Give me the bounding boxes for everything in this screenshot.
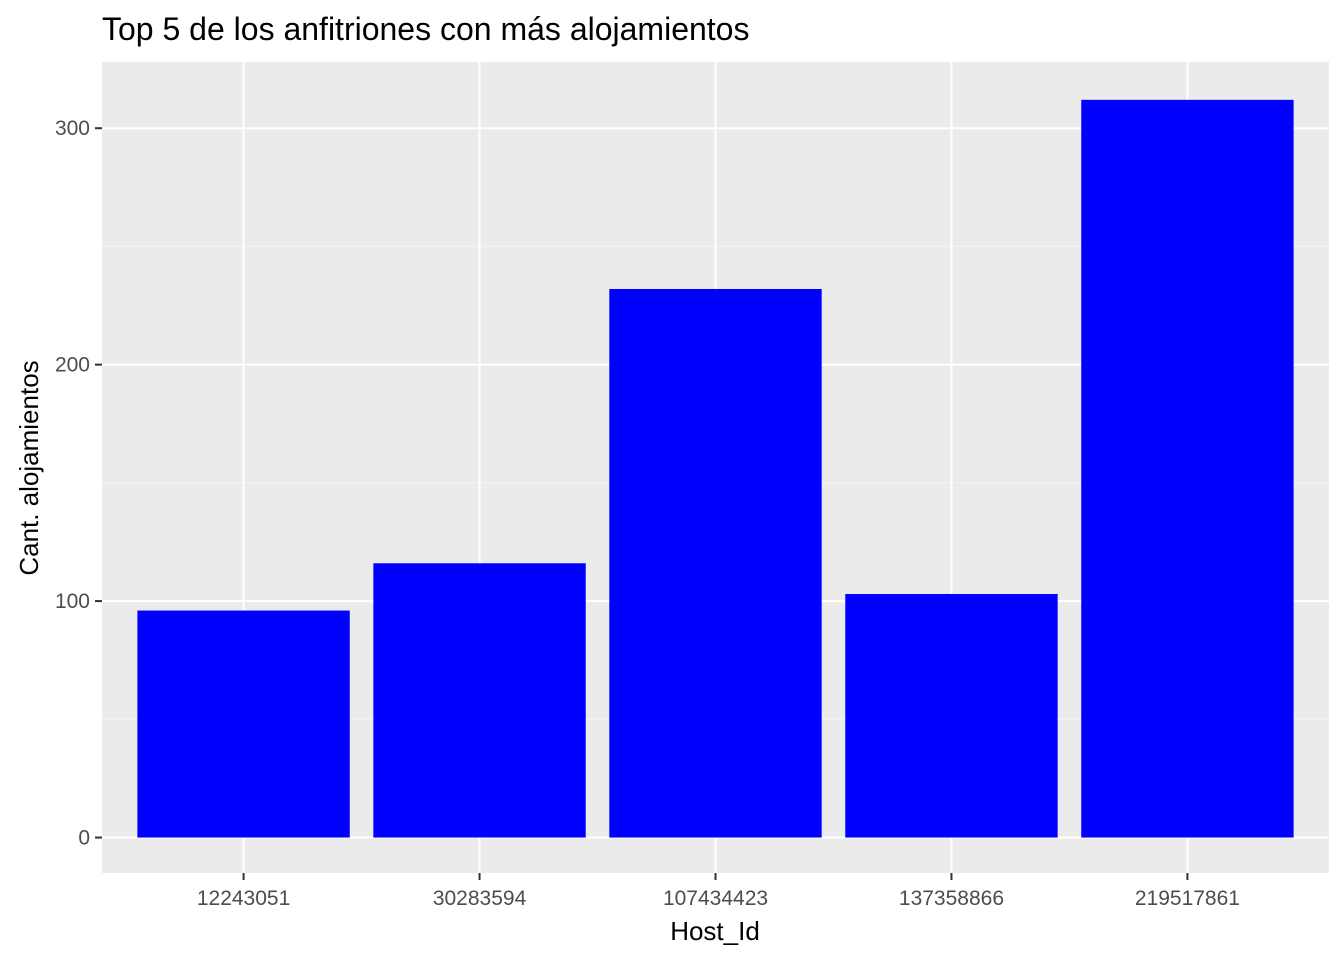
bar-107434423 [609,288,822,838]
x-tick-label: 30283594 [433,887,527,910]
y-tick-label: 0 [78,827,90,850]
x-tick-label: 137358866 [899,887,1004,910]
y-tick-label: 300 [55,117,90,140]
bars [137,99,1294,838]
y-axis-title: Cant. alojamientos [14,360,44,575]
x-tick-label: 12243051 [197,887,290,910]
x-axis-ticks: 12243051 30283594 107434423 137358866 219517… [197,873,1240,910]
x-axis-title: Host_Id [670,916,760,946]
bar-137358866 [845,593,1058,838]
y-tick-label: 200 [55,354,90,377]
bar-12243051 [137,610,350,838]
y-tick-label: 100 [55,590,90,613]
x-tick-label: 107434423 [663,887,768,910]
bar-219517861 [1081,99,1294,838]
bar-30283594 [373,563,586,838]
y-axis-ticks: 0 100 200 300 [55,117,102,850]
x-tick-label: 219517861 [1135,887,1240,910]
chart-title: Top 5 de los anfitriones con más alojami… [102,11,749,47]
